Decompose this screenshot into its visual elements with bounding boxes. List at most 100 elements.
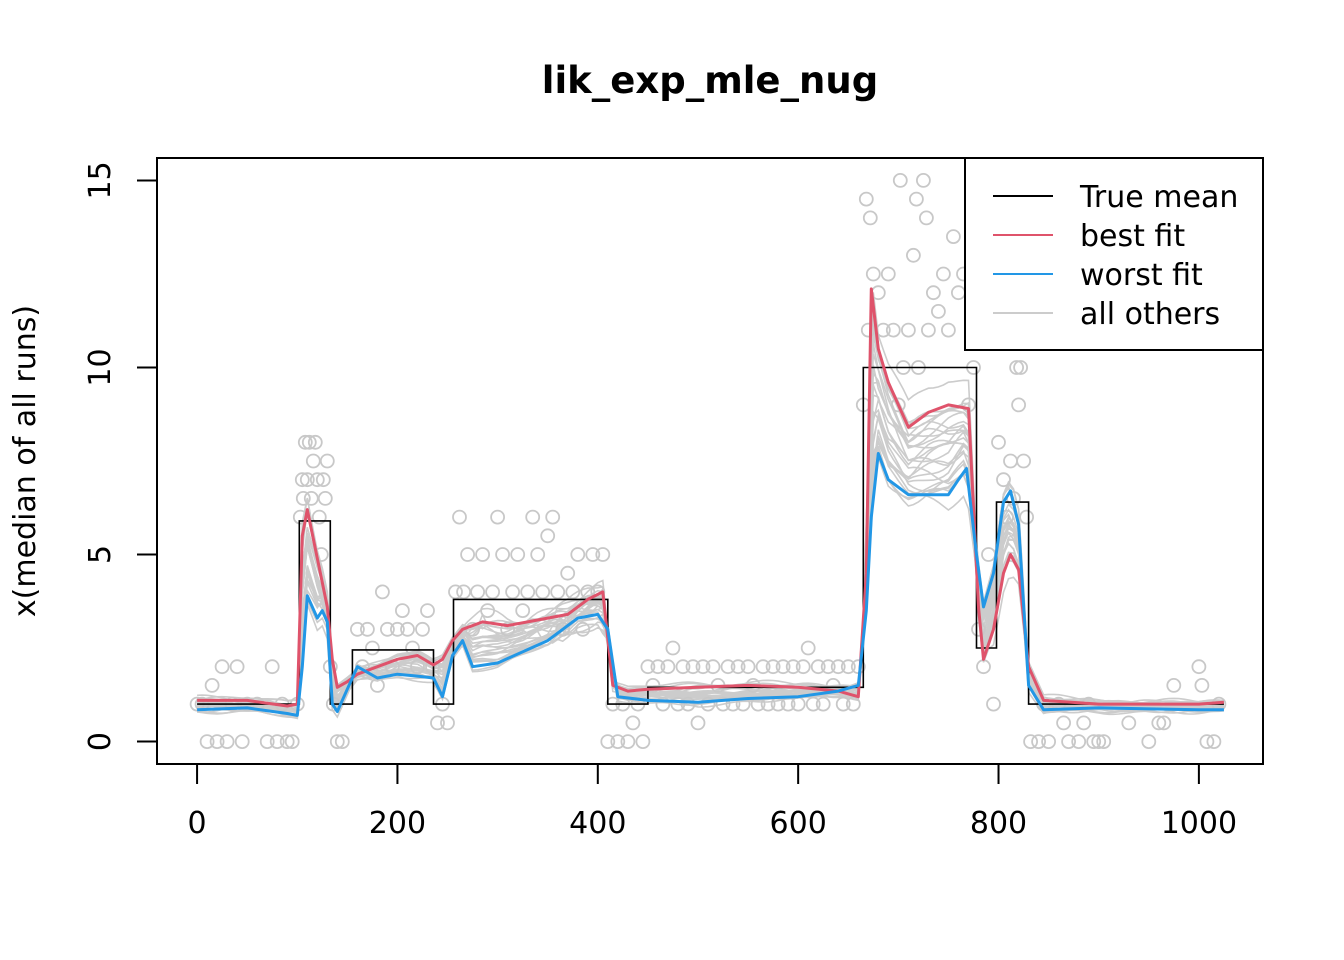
other-run-line bbox=[197, 409, 1224, 711]
observation-point bbox=[1076, 715, 1092, 731]
y-tick-label: 5 bbox=[83, 545, 118, 564]
observation-point bbox=[730, 659, 746, 675]
observation-point bbox=[420, 603, 435, 618]
observation-point bbox=[921, 322, 936, 338]
observation-point bbox=[620, 734, 636, 749]
observation-point bbox=[301, 434, 317, 450]
observation-point bbox=[415, 621, 430, 637]
observation-point bbox=[610, 734, 626, 749]
observation-point bbox=[1061, 734, 1076, 749]
observation-point bbox=[685, 659, 701, 675]
observation-point bbox=[405, 640, 420, 656]
observation-point bbox=[448, 584, 463, 600]
x-axis: 0 200 400 600 800 1000 bbox=[188, 763, 1237, 841]
observation-point bbox=[1091, 734, 1107, 749]
other-run-line bbox=[197, 335, 1224, 713]
observation-point bbox=[1156, 715, 1172, 731]
observation-point bbox=[1071, 734, 1087, 749]
observation-point bbox=[456, 584, 472, 600]
observation-point bbox=[1011, 397, 1026, 413]
observation-point bbox=[795, 659, 811, 675]
observation-point bbox=[991, 434, 1006, 450]
observation-point bbox=[901, 322, 916, 338]
x-tick-label: 800 bbox=[970, 806, 1027, 841]
observation-point bbox=[785, 659, 801, 675]
true-mean-line bbox=[197, 366, 1224, 705]
legend-label-best-fit: best fit bbox=[1080, 219, 1185, 254]
observation-point bbox=[1009, 360, 1024, 375]
y-tick-label: 0 bbox=[83, 732, 118, 751]
other-run-line bbox=[196, 441, 1224, 711]
observation-point bbox=[1019, 509, 1034, 525]
observation-point bbox=[234, 734, 250, 749]
observation-point bbox=[705, 659, 721, 675]
legend-label-true-mean: True mean bbox=[1079, 180, 1238, 215]
observation-point bbox=[936, 266, 951, 282]
observation-point bbox=[862, 210, 878, 226]
observation-point bbox=[665, 640, 681, 656]
y-axis: 0 5 10 15 bbox=[83, 161, 158, 751]
observation-point bbox=[919, 210, 934, 226]
observation-point bbox=[550, 584, 566, 600]
y-tick-label: 10 bbox=[83, 348, 118, 386]
observation-point bbox=[535, 584, 551, 600]
observation-point bbox=[595, 547, 611, 562]
observation-point bbox=[229, 659, 245, 675]
observation-point bbox=[1194, 678, 1210, 693]
observation-point bbox=[515, 603, 531, 618]
observation-point bbox=[885, 322, 901, 338]
observation-point bbox=[460, 547, 476, 562]
observation-point bbox=[204, 678, 220, 693]
other-run-line bbox=[197, 313, 1224, 710]
observation-point bbox=[500, 621, 516, 637]
observation-point bbox=[313, 547, 329, 562]
observation-point bbox=[1151, 715, 1167, 731]
observation-point bbox=[359, 621, 375, 637]
observation-point bbox=[740, 659, 756, 675]
observation-point bbox=[600, 734, 616, 749]
observation-point bbox=[675, 659, 691, 675]
x-tick-label: 1000 bbox=[1161, 806, 1237, 841]
observation-point bbox=[394, 603, 410, 618]
observation-point bbox=[575, 621, 591, 637]
observation-point bbox=[295, 490, 311, 506]
observation-point bbox=[1086, 734, 1102, 749]
observation-point bbox=[565, 584, 581, 600]
observation-point bbox=[625, 715, 641, 731]
other-run-line bbox=[197, 434, 1224, 720]
other-run-line bbox=[196, 343, 1225, 712]
observation-point bbox=[996, 472, 1011, 488]
x-tick-label: 600 bbox=[770, 806, 827, 841]
observation-point bbox=[425, 659, 440, 675]
observation-point bbox=[379, 621, 395, 637]
observation-point bbox=[946, 229, 961, 245]
observation-point bbox=[570, 547, 586, 562]
observation-point bbox=[810, 659, 826, 675]
y-axis-label: x(median of all runs) bbox=[8, 305, 43, 617]
observation-point bbox=[695, 659, 711, 675]
observation-point bbox=[294, 472, 310, 488]
other-runs-layer bbox=[196, 292, 1225, 720]
x-tick-label: 0 bbox=[188, 806, 207, 841]
observation-point bbox=[374, 584, 390, 600]
observation-point bbox=[916, 172, 931, 188]
observation-point bbox=[349, 621, 365, 637]
observation-point bbox=[655, 696, 671, 712]
observation-point bbox=[555, 621, 571, 637]
observation-point bbox=[971, 621, 986, 637]
observation-point bbox=[452, 509, 467, 525]
other-run-line bbox=[197, 325, 1225, 711]
other-run-line bbox=[196, 353, 1225, 712]
observation-point bbox=[1041, 734, 1056, 749]
observation-point bbox=[926, 285, 941, 301]
observation-point bbox=[219, 734, 235, 749]
observation-point bbox=[1121, 715, 1137, 731]
observation-point bbox=[840, 659, 856, 675]
observation-point bbox=[540, 528, 556, 544]
observation-point bbox=[700, 696, 716, 712]
observation-point bbox=[440, 715, 455, 731]
observation-point bbox=[475, 547, 491, 562]
y-tick-label: 15 bbox=[83, 161, 118, 199]
observation-point bbox=[715, 696, 731, 712]
observation-point bbox=[790, 696, 806, 712]
